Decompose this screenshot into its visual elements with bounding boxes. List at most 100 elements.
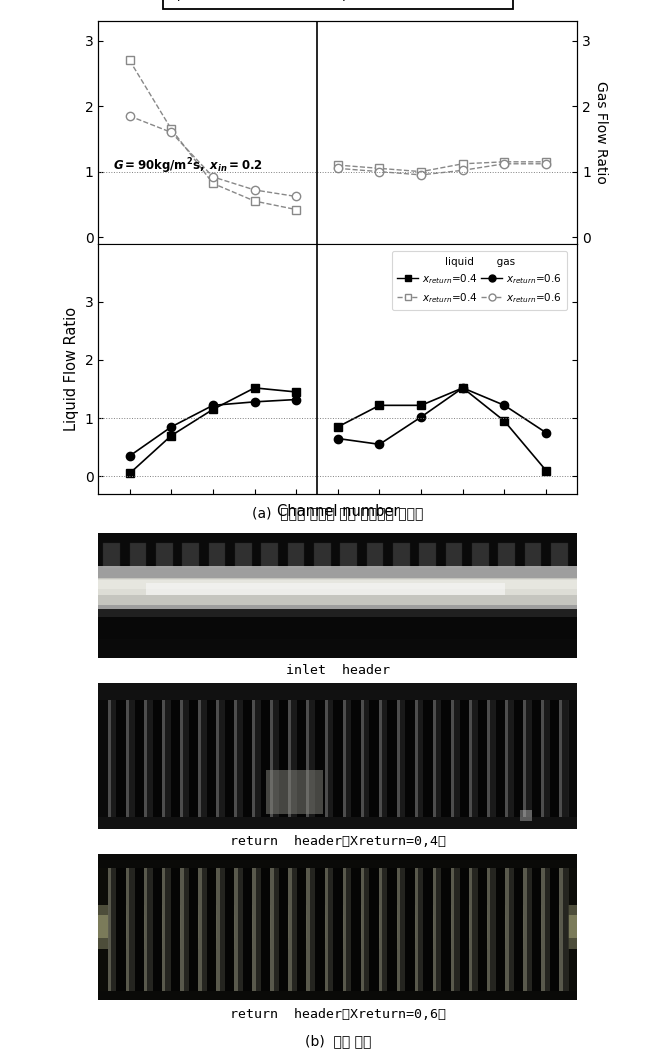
Bar <box>559 690 562 822</box>
Bar <box>129 542 146 568</box>
Bar <box>171 861 180 992</box>
Bar <box>98 818 577 829</box>
Bar <box>342 861 346 992</box>
Bar <box>270 690 274 822</box>
Bar <box>153 861 162 992</box>
Y-axis label: Liquid Flow Ratio: Liquid Flow Ratio <box>64 307 79 431</box>
Bar <box>505 861 508 992</box>
Bar <box>98 904 577 949</box>
Bar <box>523 861 527 992</box>
Bar <box>523 861 532 992</box>
Bar <box>351 690 361 822</box>
Bar <box>289 690 291 822</box>
Bar <box>108 690 111 822</box>
Bar <box>234 690 243 822</box>
Bar <box>445 542 462 568</box>
Bar <box>126 690 129 822</box>
Bar <box>451 690 454 822</box>
Bar <box>532 690 541 822</box>
Bar <box>243 690 253 822</box>
Bar <box>397 861 405 992</box>
Bar <box>287 542 304 568</box>
Bar <box>369 861 379 992</box>
Bar <box>379 861 387 992</box>
Bar <box>162 861 171 992</box>
Bar <box>523 690 526 822</box>
Bar <box>523 690 532 822</box>
Bar <box>198 861 207 992</box>
Bar <box>108 861 112 992</box>
Bar <box>134 861 144 992</box>
Bar <box>98 609 577 616</box>
Bar <box>103 542 120 568</box>
Bar <box>171 690 180 822</box>
Bar <box>126 861 134 992</box>
Bar <box>478 690 487 822</box>
Bar <box>98 854 577 868</box>
Bar <box>144 861 148 992</box>
Bar <box>505 690 508 822</box>
Bar <box>225 690 234 822</box>
Bar <box>532 861 541 992</box>
Bar <box>451 861 459 992</box>
Bar <box>525 542 541 568</box>
Bar <box>550 861 559 992</box>
Bar <box>505 690 514 822</box>
Bar <box>279 861 289 992</box>
Text: $\it{Upward\ flow\ (10:12)}$ compare with $x_{return}$=0.4, 0.6: $\it{Upward\ flow\ (10:12)}$ compare wit… <box>168 0 508 3</box>
Bar <box>315 861 325 992</box>
Bar <box>361 690 369 822</box>
Bar <box>108 690 117 822</box>
Bar <box>433 690 441 822</box>
Bar <box>180 861 189 992</box>
Bar <box>253 690 261 822</box>
Bar <box>325 861 328 992</box>
Bar <box>379 690 387 822</box>
Bar <box>340 542 357 568</box>
Bar <box>98 578 577 606</box>
Y-axis label: Gas Flow Ratio: Gas Flow Ratio <box>594 80 607 184</box>
Bar <box>325 690 327 822</box>
Bar <box>415 690 418 822</box>
Bar <box>207 861 216 992</box>
Bar <box>379 690 382 822</box>
Bar <box>98 533 577 564</box>
Bar <box>419 542 436 568</box>
Bar <box>270 690 279 822</box>
Bar <box>144 690 153 822</box>
Bar <box>117 690 126 822</box>
Bar <box>126 690 134 822</box>
Bar <box>333 861 342 992</box>
Bar <box>253 690 255 822</box>
Bar <box>441 690 451 822</box>
Bar <box>126 861 129 992</box>
Bar <box>397 690 405 822</box>
Bar <box>361 861 369 992</box>
Bar <box>369 690 379 822</box>
Bar <box>541 690 544 822</box>
Bar <box>342 690 351 822</box>
Bar <box>156 542 173 568</box>
Bar <box>559 861 563 992</box>
Bar <box>459 861 469 992</box>
Bar <box>397 690 400 822</box>
Bar <box>146 582 505 595</box>
Bar <box>433 861 436 992</box>
Bar <box>243 861 253 992</box>
Bar <box>306 861 310 992</box>
Bar <box>433 690 436 822</box>
Bar <box>98 683 577 700</box>
Bar <box>520 810 532 822</box>
Bar <box>235 542 252 568</box>
Text: return  header（Xreturn=0,4）: return header（Xreturn=0,4） <box>230 834 446 848</box>
Bar <box>469 861 478 992</box>
Bar <box>270 861 274 992</box>
Bar <box>216 861 220 992</box>
Bar <box>261 690 270 822</box>
Bar <box>306 861 315 992</box>
Bar <box>415 690 423 822</box>
Bar <box>361 690 363 822</box>
Bar <box>98 915 577 938</box>
Bar <box>234 861 237 992</box>
Bar <box>387 861 397 992</box>
